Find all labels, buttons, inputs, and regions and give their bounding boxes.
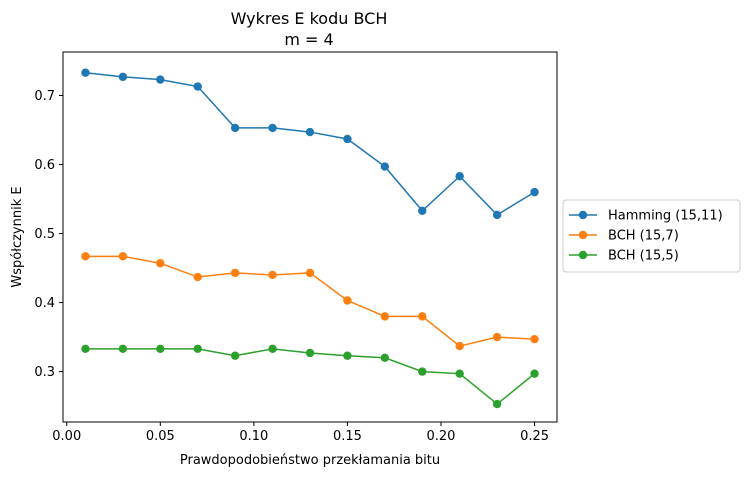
data-point-hamming-15-11 xyxy=(156,75,165,84)
data-point-bch-15-5 xyxy=(230,351,240,360)
data-point-bch-15-5 xyxy=(380,353,390,363)
data-point-bch-15-7 xyxy=(193,272,202,282)
legend-item-bch-15-5: BCH (15,5) xyxy=(569,249,679,264)
legend-marker xyxy=(578,230,588,240)
legend-item-hamming-15-11: Hamming (15,11) xyxy=(569,209,723,224)
data-point-bch-15-7 xyxy=(380,312,390,321)
data-point-bch-15-7 xyxy=(343,296,352,305)
series-hamming-15-11 xyxy=(81,68,539,220)
data-point-bch-15-5 xyxy=(193,344,202,354)
chart-subtitle: m = 4 xyxy=(284,30,333,49)
y-tick-label: 0.4 xyxy=(34,296,55,311)
data-point-bch-15-5 xyxy=(343,351,352,360)
data-point-hamming-15-11 xyxy=(455,172,464,181)
data-point-hamming-15-11 xyxy=(118,72,128,82)
data-point-bch-15-7 xyxy=(455,341,464,351)
series-layer xyxy=(81,68,539,409)
y-tick-label: 0.6 xyxy=(34,158,55,173)
data-point-hamming-15-11 xyxy=(418,206,427,215)
data-point-bch-15-7 xyxy=(418,312,427,321)
x-tick-label: 0.10 xyxy=(239,429,268,444)
series-bch-15-5 xyxy=(81,344,539,409)
x-axis: 0.00 0.05 0.10 0.15 0.20 0.25 xyxy=(52,422,549,444)
legend-marker xyxy=(578,210,588,220)
legend: Hamming (15,11) BCH (15,7) BCH (15,5) xyxy=(562,199,741,273)
legend-item-bch-15-7: BCH (15,7) xyxy=(569,229,679,244)
legend-box xyxy=(562,199,741,273)
x-tick-label: 0.00 xyxy=(52,429,81,444)
y-tick-label: 0.5 xyxy=(34,227,55,242)
data-point-hamming-15-11 xyxy=(193,82,202,91)
legend-label: BCH (15,5) xyxy=(608,249,679,264)
data-point-bch-15-7 xyxy=(81,252,90,261)
y-tick-label: 0.3 xyxy=(34,365,55,380)
data-point-hamming-15-11 xyxy=(268,123,277,133)
series-bch-15-7 xyxy=(81,252,539,351)
data-point-bch-15-5 xyxy=(492,399,502,409)
data-point-hamming-15-11 xyxy=(81,68,90,77)
data-point-bch-15-5 xyxy=(81,344,90,354)
data-point-hamming-15-11 xyxy=(380,162,390,171)
x-tick-label: 0.05 xyxy=(146,429,175,444)
chart-title: Wykres E kodu BCH xyxy=(231,9,388,28)
y-axis-label: Współczynnik E xyxy=(10,186,25,287)
data-point-bch-15-5 xyxy=(156,344,165,354)
legend-marker xyxy=(578,250,588,260)
data-point-bch-15-5 xyxy=(455,369,464,378)
data-point-bch-15-7 xyxy=(492,332,502,342)
data-point-hamming-15-11 xyxy=(343,134,352,144)
x-tick-label: 0.20 xyxy=(427,429,456,444)
data-point-bch-15-7 xyxy=(230,268,240,278)
x-tick-label: 0.15 xyxy=(333,429,362,444)
data-point-bch-15-7 xyxy=(305,268,315,278)
legend-label: Hamming (15,11) xyxy=(608,209,723,224)
x-axis-label: Prawdopodobieństwo przekłamania bitu xyxy=(180,453,440,468)
data-point-hamming-15-11 xyxy=(305,127,315,137)
data-point-bch-15-7 xyxy=(118,252,128,261)
data-point-bch-15-7 xyxy=(530,334,539,344)
data-point-hamming-15-11 xyxy=(530,187,539,197)
data-point-bch-15-5 xyxy=(305,348,315,358)
data-point-hamming-15-11 xyxy=(230,123,240,133)
data-point-bch-15-7 xyxy=(268,270,277,280)
legend-label: BCH (15,7) xyxy=(608,229,679,244)
axes-frame xyxy=(62,51,558,423)
data-point-bch-15-5 xyxy=(530,369,539,378)
data-point-bch-15-7 xyxy=(156,259,165,268)
data-point-hamming-15-11 xyxy=(492,210,502,220)
data-point-bch-15-5 xyxy=(418,367,427,376)
data-point-bch-15-5 xyxy=(118,344,128,354)
y-axis: 0.3 0.4 0.5 0.6 0.7 xyxy=(34,89,63,380)
data-point-bch-15-5 xyxy=(268,344,277,354)
plot-area xyxy=(62,51,558,423)
y-tick-label: 0.7 xyxy=(34,89,55,104)
x-tick-label: 0.25 xyxy=(520,429,549,444)
